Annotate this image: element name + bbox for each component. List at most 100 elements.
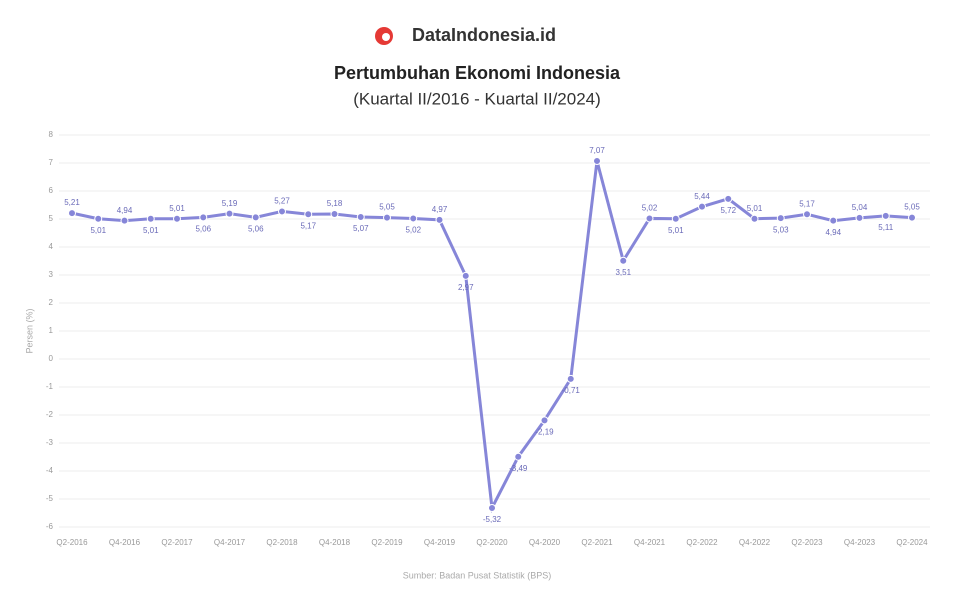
data-point — [724, 194, 733, 203]
y-tick-label: 0 — [49, 354, 54, 363]
x-tick-label: Q2-2022 — [686, 538, 718, 547]
data-label: 5,02 — [642, 204, 658, 213]
y-tick-label: 5 — [49, 214, 54, 223]
data-label: 5,72 — [720, 206, 736, 215]
data-label: 5,17 — [300, 221, 316, 230]
x-tick-label: Q2-2020 — [476, 538, 508, 547]
data-label: 5,18 — [327, 199, 343, 208]
data-point — [593, 157, 601, 166]
data-label: 2,97 — [458, 283, 474, 292]
brand-name: DataIndonesia.id — [412, 25, 556, 45]
data-point — [881, 211, 890, 220]
y-tick-label: -6 — [46, 522, 54, 531]
data-point — [908, 213, 916, 222]
y-axis-label: Persen (%) — [24, 308, 34, 353]
chart-subtitle: (Kuartal II/2016 - Kuartal II/2024) — [353, 89, 601, 108]
x-tick-label: Q4-2020 — [529, 538, 561, 547]
data-label: 5,11 — [878, 223, 894, 232]
data-point — [803, 210, 811, 219]
data-label: 5,01 — [143, 226, 159, 235]
data-label: 5,06 — [195, 224, 211, 233]
x-tick-label: Q4-2022 — [739, 538, 771, 547]
data-point — [146, 214, 155, 223]
data-label: -5,32 — [483, 515, 502, 524]
x-tick-label: Q2-2017 — [161, 538, 193, 547]
data-label: 5,01 — [90, 226, 106, 235]
data-point — [776, 214, 785, 223]
x-tick-label: Q2-2019 — [371, 538, 403, 547]
data-point — [278, 207, 286, 216]
data-point — [829, 216, 838, 225]
data-point — [566, 374, 575, 383]
y-tick-label: -1 — [46, 382, 54, 391]
data-label: 5,21 — [64, 198, 80, 207]
data-point — [251, 213, 260, 222]
data-label: 5,07 — [353, 224, 369, 233]
data-point — [304, 210, 313, 219]
data-label: 5,06 — [248, 224, 264, 233]
data-label: 5,01 — [668, 226, 684, 235]
data-label: 4,97 — [432, 205, 448, 214]
brand-logo: DataIndonesia.id — [375, 25, 556, 45]
data-point — [356, 213, 365, 222]
data-label: 5,02 — [405, 226, 421, 235]
data-label: 5,19 — [222, 199, 238, 208]
data-point — [435, 215, 444, 224]
data-point — [94, 214, 103, 223]
data-point — [173, 214, 181, 223]
data-label: -2,19 — [535, 427, 554, 436]
data-point — [199, 213, 208, 222]
x-tick-label: Q4-2021 — [634, 538, 666, 547]
y-tick-label: -2 — [46, 410, 54, 419]
x-tick-label: Q2-2024 — [896, 538, 928, 547]
data-label: -3,49 — [509, 464, 528, 473]
data-point — [68, 209, 76, 218]
data-line — [71, 160, 913, 514]
data-point — [488, 503, 496, 512]
x-tick-label: Q4-2018 — [319, 538, 351, 547]
data-point — [671, 214, 680, 223]
y-tick-label: -3 — [46, 438, 54, 447]
y-tick-label: -4 — [46, 466, 54, 475]
logo-icon-inner — [382, 33, 390, 41]
data-label: 4,94 — [825, 228, 841, 237]
data-point — [540, 416, 549, 425]
x-tick-label: Q2-2023 — [791, 538, 823, 547]
y-tick-label: 3 — [49, 270, 54, 279]
data-label: 5,27 — [274, 197, 290, 206]
x-tick-label: Q2-2016 — [56, 538, 88, 547]
data-point — [698, 202, 706, 211]
x-tick-label: Q4-2019 — [424, 538, 456, 547]
data-point — [330, 209, 339, 218]
y-tick-label: 7 — [49, 158, 54, 167]
x-tick-label: Q4-2017 — [214, 538, 246, 547]
data-label: 5,17 — [799, 199, 815, 208]
data-point — [619, 256, 628, 265]
data-label: 4,94 — [117, 206, 133, 215]
data-label: 7,07 — [589, 146, 605, 155]
source-note: Sumber: Badan Pusat Statistik (BPS) — [403, 570, 552, 580]
data-point — [514, 452, 523, 461]
x-tick-label: Q2-2018 — [266, 538, 298, 547]
x-tick-label: Q2-2021 — [581, 538, 613, 547]
data-point — [383, 213, 391, 222]
data-label: 3,51 — [615, 268, 631, 277]
data-point — [409, 214, 418, 223]
data-label: 5,01 — [169, 204, 185, 213]
data-label: 5,01 — [747, 204, 763, 213]
y-tick-label: 6 — [49, 186, 54, 195]
data-point — [645, 214, 654, 223]
data-label: -0,71 — [562, 386, 581, 395]
data-point — [225, 209, 234, 218]
chart-title: Pertumbuhan Ekonomi Indonesia — [334, 63, 621, 83]
data-point — [461, 271, 470, 280]
data-point — [120, 216, 129, 225]
data-label: 5,03 — [773, 225, 789, 234]
data-label: 5,05 — [379, 203, 395, 212]
y-tick-label: 2 — [49, 298, 54, 307]
y-tick-label: 4 — [49, 242, 54, 251]
y-tick-label: 1 — [49, 326, 54, 335]
x-tick-label: Q4-2023 — [844, 538, 876, 547]
data-point — [855, 213, 864, 222]
